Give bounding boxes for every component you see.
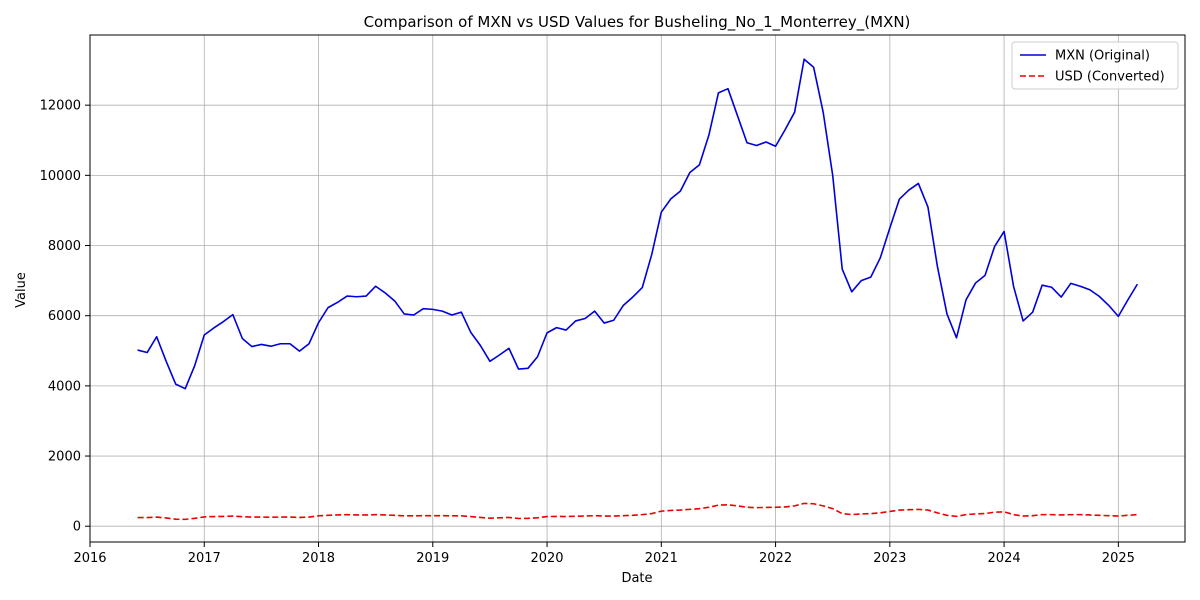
y-tick-label: 10000 [40,169,81,184]
x-tick-label: 2017 [188,551,221,566]
x-tick-label: 2020 [530,551,563,566]
y-tick-label: 2000 [48,450,81,465]
legend-label: USD (Converted) [1055,70,1165,85]
x-axis: 2016 2017 2018 2019 2020 2021 2022 2023 2024 2025 [73,542,1135,566]
y-tick-label: 0 [73,520,81,535]
x-tick-label: 2025 [1102,551,1135,566]
legend-label: MXN (Original) [1055,49,1150,64]
x-tick-label: 2016 [73,551,106,566]
y-axis: 0 2000 4000 6000 8000 10000 12000 [40,99,90,535]
x-tick-label: 2022 [759,551,792,566]
series-layer [137,58,1139,521]
x-tick-label: 2018 [302,551,335,566]
x-tick-label: 2024 [988,551,1021,566]
plot-frame [89,34,1186,543]
series-line-mxn [137,58,1139,390]
x-tick-label: 2021 [645,551,678,566]
grid-lines [89,35,1185,542]
legend: MXN (Original) USD (Converted) [1011,41,1179,90]
y-tick-label: 6000 [48,309,81,324]
series-line-usd [137,502,1138,521]
y-axis-title: Value [14,272,29,308]
x-tick-label: 2023 [873,551,906,566]
y-tick-label: 12000 [40,99,81,114]
x-tick-label: 2019 [416,551,449,566]
legend-box [1011,41,1179,90]
x-axis-title: Date [621,571,652,586]
y-tick-label: 4000 [48,379,81,394]
chart-title: Comparison of MXN vs USD Values for Bush… [364,13,911,32]
y-tick-label: 8000 [48,239,81,254]
